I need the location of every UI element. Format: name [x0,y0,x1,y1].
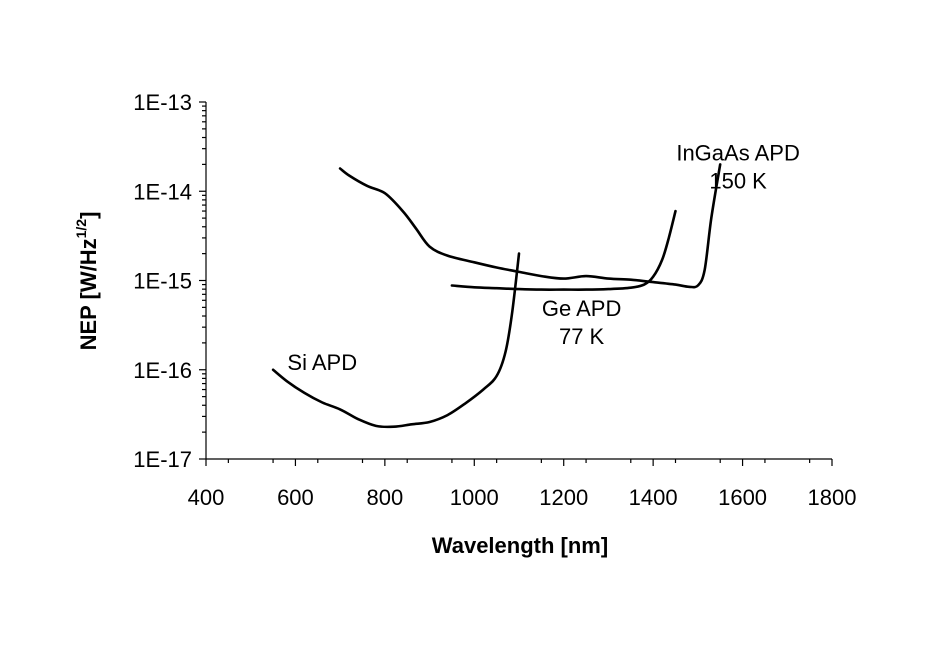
y-tick-label: 1E-16 [133,358,192,383]
y-tick-label: 1E-14 [133,179,192,204]
x-tick-label: 600 [277,485,314,510]
series-line-0 [271,252,521,429]
annotation-line: 150 K [709,169,767,194]
series-line-2 [450,209,677,291]
y-axis-title-sup: 1/2 [73,219,89,239]
x-tick-label: 1000 [450,485,499,510]
annotations: Si APD Ge APD 77 K InGaAs APD 150 K [287,141,799,375]
x-tick-label: 400 [188,485,225,510]
y-axis-title: NEP [W/Hz1/2] [73,212,101,351]
annotation-1: Ge APD 77 K [542,296,621,349]
x-tick-label: 1200 [539,485,588,510]
x-axis-title: Wavelength [nm] [432,533,608,558]
curves [271,163,722,429]
annotation-line: 77 K [559,324,605,349]
axes: 400 600 800 1000 1200 1400 1600 1800 1E-17 1E-16 1… [133,90,856,510]
annotation-0: Si APD [287,350,357,375]
annotation-line: InGaAs APD [676,141,800,166]
y-tick-label: 1E-13 [133,90,192,115]
annotation-line: Ge APD [542,296,621,321]
x-tick-label: 1800 [808,485,857,510]
x-tick-label: 1400 [629,485,678,510]
series-line-1 [338,163,722,289]
y-axis-title-main: NEP [W/Hz [76,238,101,350]
x-tick-label: 1600 [718,485,767,510]
y-axis-title-end: ] [76,212,101,219]
y-tick-label: 1E-17 [133,447,192,472]
y-tick-label: 1E-15 [133,269,192,294]
x-tick-label: 800 [366,485,403,510]
annotation-2: InGaAs APD 150 K [676,141,800,194]
annotation-line: Si APD [287,350,357,375]
